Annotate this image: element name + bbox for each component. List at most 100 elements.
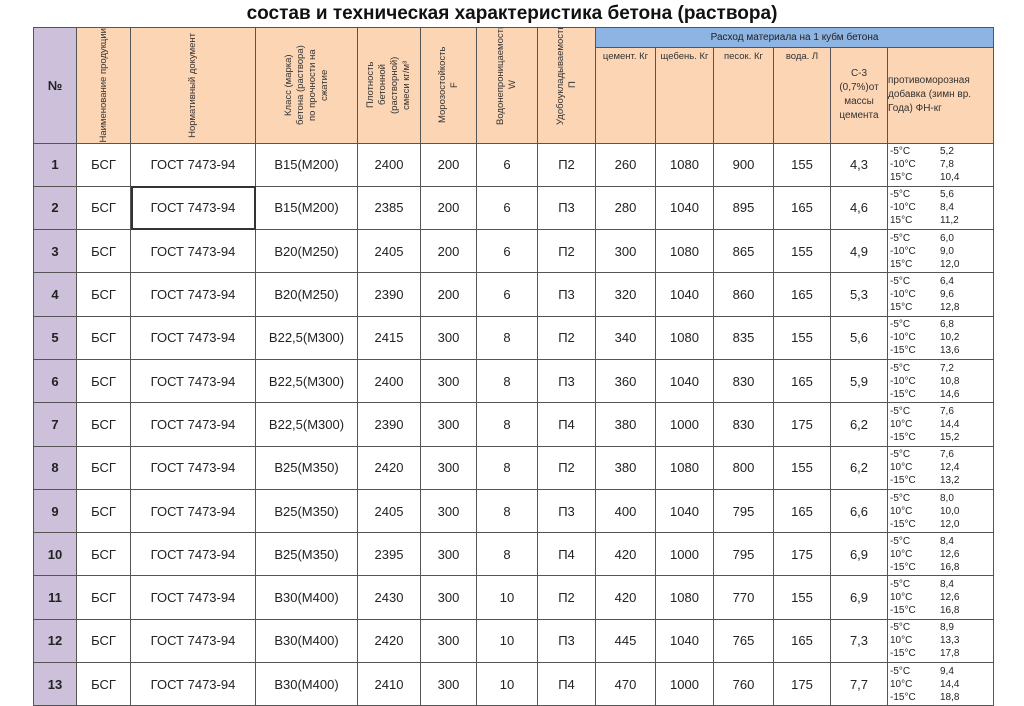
cell-c3[interactable]: 6,9: [830, 532, 888, 577]
cell-gravel[interactable]: 1040: [655, 358, 714, 404]
cell-cement[interactable]: 420: [595, 575, 656, 620]
cell-p[interactable]: П3: [537, 618, 596, 664]
cell-density[interactable]: 2415: [357, 315, 421, 361]
cell-density[interactable]: 2385: [357, 185, 421, 231]
cell-sand[interactable]: 770: [713, 575, 774, 620]
cell-c3[interactable]: 4,6: [830, 185, 888, 231]
cell-name[interactable]: БСГ: [76, 315, 131, 361]
cell-name[interactable]: БСГ: [76, 272, 131, 317]
cell-sand[interactable]: 900: [713, 142, 774, 187]
cell-density[interactable]: 2420: [357, 445, 421, 490]
cell-sand[interactable]: 860: [713, 272, 774, 317]
cell-c3[interactable]: 6,2: [830, 445, 888, 490]
cell-sand[interactable]: 765: [713, 618, 774, 664]
cell-no[interactable]: 10: [33, 532, 77, 577]
cell-sand[interactable]: 895: [713, 185, 774, 231]
cell-no[interactable]: 3: [33, 229, 77, 274]
cell-doc[interactable]: ГОСТ 7473-94: [130, 142, 256, 187]
cell-gravel[interactable]: 1040: [655, 488, 714, 534]
cell-additive[interactable]: -5°C 8,4 10°C 12,6 -15°C 16,8: [886, 532, 995, 577]
cell-cement[interactable]: 340: [595, 315, 656, 361]
cell-no[interactable]: 5: [33, 315, 77, 361]
cell-p[interactable]: П3: [537, 358, 596, 404]
cell-water[interactable]: 165: [773, 272, 831, 317]
cell-class[interactable]: B22,5(M300): [255, 358, 358, 404]
cell-frost[interactable]: 200: [420, 229, 477, 274]
cell-doc[interactable]: ГОСТ 7473-94: [130, 532, 256, 577]
cell-cement[interactable]: 280: [595, 185, 656, 231]
cell-class[interactable]: B25(M350): [255, 445, 358, 490]
cell-doc[interactable]: ГОСТ 7473-94: [130, 488, 256, 534]
cell-gravel[interactable]: 1080: [655, 142, 714, 187]
cell-gravel[interactable]: 1040: [655, 618, 714, 664]
cell-no[interactable]: 13: [33, 662, 77, 706]
cell-doc[interactable]: ГОСТ 7473-94: [130, 662, 256, 706]
cell-p[interactable]: П2: [537, 445, 596, 490]
cell-c3[interactable]: 5,9: [830, 358, 888, 404]
cell-c3[interactable]: 4,9: [830, 229, 888, 274]
cell-additive[interactable]: -5°C 5,2 -10°C 7,8 15°C 10,4: [886, 142, 995, 187]
cell-frost[interactable]: 200: [420, 185, 477, 231]
cell-gravel[interactable]: 1040: [655, 272, 714, 317]
cell-w[interactable]: 6: [476, 185, 538, 231]
cell-gravel[interactable]: 1000: [655, 402, 714, 447]
cell-frost[interactable]: 300: [420, 532, 477, 577]
cell-c3[interactable]: 6,2: [830, 402, 888, 447]
cell-density[interactable]: 2420: [357, 618, 421, 664]
cell-no[interactable]: 9: [33, 488, 77, 534]
cell-density[interactable]: 2400: [357, 142, 421, 187]
cell-additive[interactable]: -5°C 6,8 -10°C 10,2 -15°C 13,6: [886, 315, 995, 361]
cell-gravel[interactable]: 1080: [655, 315, 714, 361]
cell-doc[interactable]: ГОСТ 7473-94: [130, 402, 256, 447]
cell-p[interactable]: П4: [537, 532, 596, 577]
cell-cement[interactable]: 320: [595, 272, 656, 317]
cell-sand[interactable]: 795: [713, 488, 774, 534]
cell-class[interactable]: B20(M250): [255, 229, 358, 274]
cell-doc[interactable]: ГОСТ 7473-94: [130, 185, 256, 231]
cell-water[interactable]: 165: [773, 488, 831, 534]
cell-name[interactable]: БСГ: [76, 575, 131, 620]
cell-w[interactable]: 8: [476, 315, 538, 361]
cell-p[interactable]: П3: [537, 272, 596, 317]
cell-w[interactable]: 6: [476, 229, 538, 274]
cell-w[interactable]: 6: [476, 142, 538, 187]
cell-additive[interactable]: -5°C 6,4 -10°C 9,6 15°C 12,8: [886, 272, 995, 317]
cell-p[interactable]: П4: [537, 662, 596, 706]
cell-class[interactable]: B15(M200): [255, 142, 358, 187]
cell-class[interactable]: B15(M200): [255, 185, 358, 231]
cell-w[interactable]: 10: [476, 662, 538, 706]
cell-water[interactable]: 175: [773, 662, 831, 706]
cell-sand[interactable]: 795: [713, 532, 774, 577]
cell-cement[interactable]: 400: [595, 488, 656, 534]
cell-p[interactable]: П2: [537, 315, 596, 361]
cell-p[interactable]: П2: [537, 229, 596, 274]
cell-additive[interactable]: -5°C 7,6 10°C 14,4 -15°C 15,2: [886, 402, 995, 447]
cell-doc[interactable]: ГОСТ 7473-94: [130, 229, 256, 274]
cell-no[interactable]: 12: [33, 618, 77, 664]
cell-gravel[interactable]: 1000: [655, 532, 714, 577]
cell-water[interactable]: 155: [773, 575, 831, 620]
cell-additive[interactable]: -5°C 8,0 10°C 10,0 -15°C 12,0: [886, 488, 995, 534]
cell-name[interactable]: БСГ: [76, 618, 131, 664]
cell-frost[interactable]: 300: [420, 488, 477, 534]
cell-class[interactable]: B25(M350): [255, 532, 358, 577]
cell-doc[interactable]: ГОСТ 7473-94: [130, 618, 256, 664]
cell-water[interactable]: 165: [773, 185, 831, 231]
cell-w[interactable]: 8: [476, 445, 538, 490]
cell-water[interactable]: 175: [773, 402, 831, 447]
cell-cement[interactable]: 445: [595, 618, 656, 664]
cell-water[interactable]: 155: [773, 445, 831, 490]
cell-no[interactable]: 1: [33, 142, 77, 187]
cell-cement[interactable]: 300: [595, 229, 656, 274]
cell-class[interactable]: B30(M400): [255, 575, 358, 620]
cell-additive[interactable]: -5°C 8,9 10°C 13,3 -15°C 17,8: [886, 618, 995, 664]
cell-cement[interactable]: 360: [595, 358, 656, 404]
cell-frost[interactable]: 300: [420, 618, 477, 664]
cell-class[interactable]: B30(M400): [255, 618, 358, 664]
cell-density[interactable]: 2405: [357, 229, 421, 274]
cell-density[interactable]: 2395: [357, 532, 421, 577]
cell-p[interactable]: П3: [537, 488, 596, 534]
cell-no[interactable]: 7: [33, 402, 77, 447]
cell-no[interactable]: 8: [33, 445, 77, 490]
cell-additive[interactable]: -5°C 5,6 -10°C 8,4 15°C 11,2: [886, 185, 995, 231]
